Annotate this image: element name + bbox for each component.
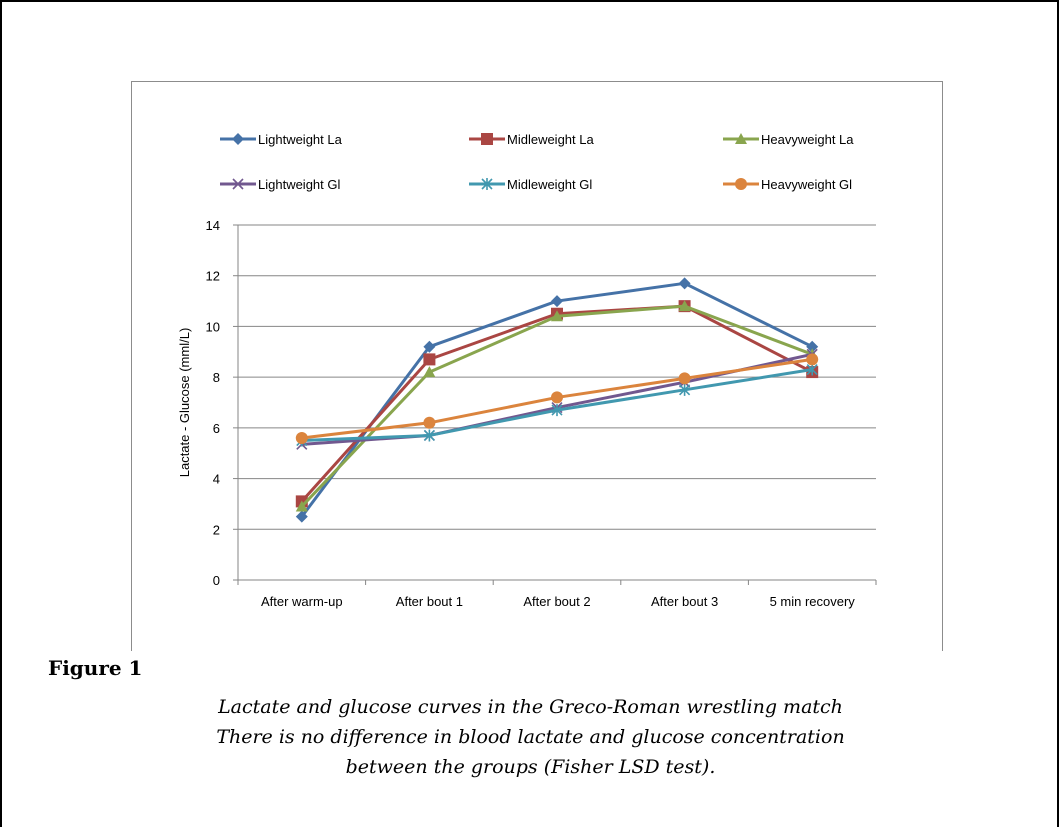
- data-point: [678, 372, 691, 385]
- y-tick-label: 0: [213, 573, 220, 588]
- caption-line-2: There is no difference in blood lactate …: [216, 726, 845, 748]
- x-tick-label: After warm-up: [261, 594, 343, 609]
- caption-line-3: between the groups (Fisher LSD test).: [345, 756, 716, 778]
- y-tick-label: 6: [213, 421, 220, 436]
- legend-marker: [735, 133, 747, 144]
- data-point: [806, 353, 819, 366]
- series-line: [300, 304, 813, 503]
- y-tick-label: 10: [206, 319, 220, 334]
- y-tick-label: 2: [213, 522, 220, 537]
- y-tick-label: 8: [213, 370, 220, 385]
- data-point: [423, 340, 436, 353]
- y-tick-label: 4: [213, 472, 220, 487]
- x-tick-label: After bout 3: [651, 594, 718, 609]
- caption-line-1: Lactate and glucose curves in the Greco-…: [218, 696, 843, 718]
- legend-marker: [735, 178, 747, 190]
- y-tick-label: 14: [206, 218, 220, 233]
- data-point: [423, 429, 435, 442]
- y-tick-label: 12: [206, 269, 220, 284]
- legend-label: Midleweight Gl: [507, 177, 592, 192]
- data-point: [423, 416, 436, 429]
- legend-label: Heavyweight La: [761, 132, 854, 147]
- legend-marker: [481, 178, 493, 190]
- legend-label: Midleweight La: [507, 132, 594, 147]
- data-point: [295, 500, 308, 512]
- data-point: [551, 295, 563, 308]
- data-point: [423, 353, 436, 366]
- x-tick-label: 5 min recovery: [770, 594, 856, 609]
- data-point: [295, 432, 308, 444]
- data-point: [806, 363, 818, 376]
- line-chart: 0 2 4 6 8 10 12 14 After warm-up After bout 1 Afte…: [177, 132, 877, 609]
- figure-label: Figure 1: [48, 656, 143, 680]
- data-point: [551, 391, 563, 404]
- data-point: [423, 366, 436, 378]
- data-point: [806, 340, 819, 353]
- data-point: [551, 404, 563, 417]
- chart-area: 0 2 4 6 8 10 12 14 After warm-up After bout 1 Afte…: [131, 81, 943, 651]
- legend-marker: [481, 133, 493, 145]
- x-tick-label: After bout 2: [523, 594, 590, 609]
- legend-marker: [232, 178, 244, 190]
- data-point: [678, 300, 691, 312]
- data-point: [678, 277, 691, 290]
- data-point: [551, 310, 563, 322]
- data-point: [679, 383, 691, 396]
- legend-label: Lightweight Gl: [258, 177, 340, 192]
- y-axis-title: Lactate - Glucose (mml/L): [177, 328, 192, 478]
- data-point: [295, 510, 308, 523]
- legend-label: Lightweight La: [258, 132, 343, 147]
- legend-label: Heavyweight Gl: [761, 177, 852, 192]
- x-tick-label: After bout 1: [396, 594, 463, 609]
- legend-marker: [232, 133, 244, 145]
